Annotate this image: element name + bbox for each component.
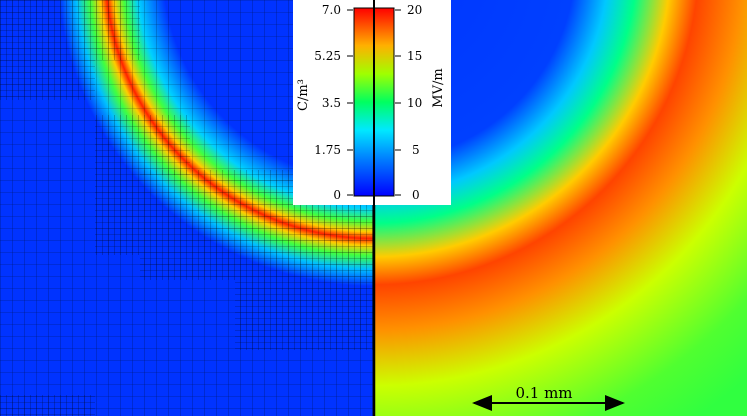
left-tick-7: 7.0 — [322, 3, 341, 17]
left-tick-0: 0 — [333, 188, 341, 202]
left-tick-1-75: 1.75 — [314, 143, 341, 157]
colorbar-panel: 7.0 5.25 3.5 1.75 0 20 15 10 5 0 C/m³ MV… — [293, 0, 451, 205]
right-tick-5: 5 — [412, 143, 420, 157]
right-tick-0: 0 — [412, 188, 420, 202]
right-tick-15: 15 — [407, 49, 422, 63]
right-tick-10: 10 — [407, 96, 422, 110]
left-tick-3-5: 3.5 — [322, 96, 341, 110]
right-tick-20: 20 — [407, 3, 422, 17]
left-axis-label: C/m³ — [296, 79, 311, 111]
right-axis-label: MV/m — [431, 68, 446, 107]
left-tick-5-25: 5.25 — [314, 49, 341, 63]
scale-bar: 0.1 mm — [472, 384, 625, 411]
scale-bar-label: 0.1 mm — [515, 384, 572, 402]
